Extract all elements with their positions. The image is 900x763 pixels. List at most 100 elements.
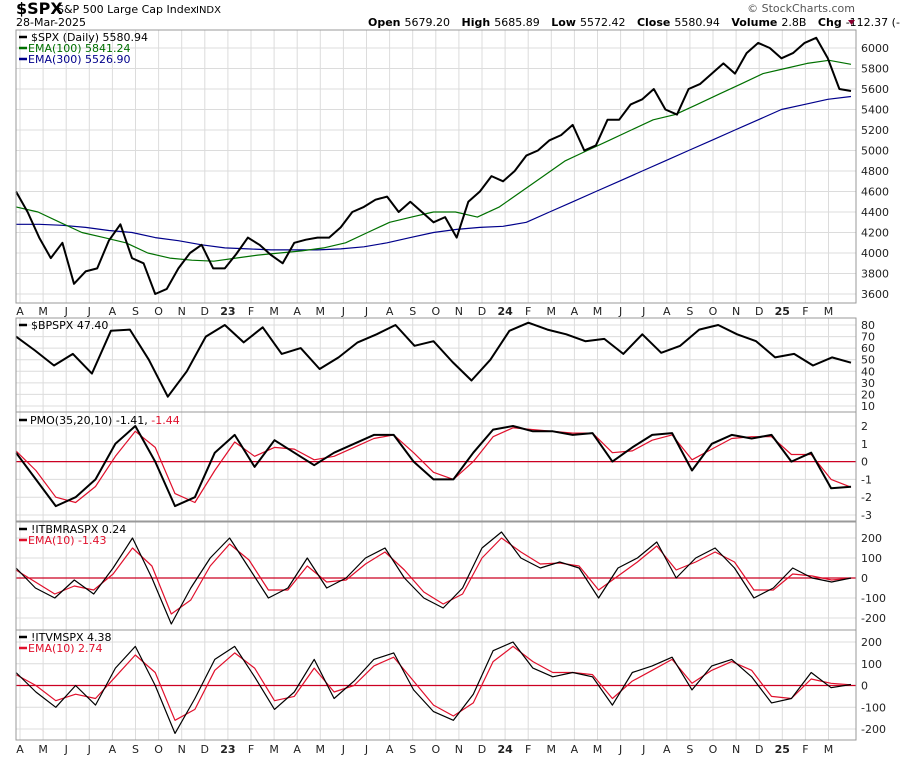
down-arrow-icon: [848, 20, 855, 25]
month-label: N: [732, 743, 740, 756]
month-label: S: [409, 743, 416, 756]
y-tick-label: 20: [861, 388, 875, 401]
month-label: O: [709, 305, 718, 318]
month-label: A: [109, 743, 117, 756]
y-tick-label: -100: [861, 592, 886, 605]
y-tick-label: 5200: [861, 124, 889, 137]
y-tick-label: 5800: [861, 63, 889, 76]
legend-entry: !ITVMSPX 4.38: [31, 631, 112, 644]
month-label: O: [431, 743, 440, 756]
month-label: J: [87, 743, 91, 756]
y-tick-label: 200: [861, 636, 882, 649]
y-tick-label: 3800: [861, 268, 889, 281]
y-tick-label: 30: [861, 377, 875, 390]
y-tick-label: 0: [861, 456, 868, 469]
month-label: O: [709, 743, 718, 756]
panel-frame: [15, 629, 857, 741]
panel-frame: [15, 29, 857, 304]
y-tick-label: 5000: [861, 145, 889, 158]
series-line-signal: [15, 427, 852, 504]
y-tick-label: -100: [861, 701, 886, 714]
month-label: J: [618, 743, 622, 756]
watermark: © StockCharts.com: [747, 2, 855, 15]
month-label: M: [38, 743, 48, 756]
month-label: M: [38, 305, 48, 318]
legend-entry: EMA(300) 5526.90: [28, 53, 131, 66]
month-label: M: [593, 305, 603, 318]
month-label: J: [64, 743, 68, 756]
month-label: 23: [220, 743, 235, 756]
month-label: S: [686, 305, 693, 318]
y-tick-label: 4000: [861, 247, 889, 260]
month-label: 24: [497, 305, 513, 318]
month-label: J: [64, 305, 68, 318]
y-tick-label: -1: [861, 473, 872, 486]
month-label: M: [269, 305, 279, 318]
month-label: M: [316, 743, 326, 756]
month-label: D: [755, 305, 763, 318]
y-tick-label: 70: [861, 331, 875, 344]
y-tick-label: 40: [861, 365, 875, 378]
month-label: J: [618, 305, 622, 318]
symbol: $SPX: [16, 0, 63, 18]
month-label: 24: [497, 743, 513, 756]
month-label: A: [386, 305, 394, 318]
month-label: 23: [220, 305, 235, 318]
series-line--bpspx: [15, 321, 852, 398]
month-label: F: [802, 305, 808, 318]
series-line-ema-300-: [16, 95, 852, 251]
month-label: O: [154, 305, 163, 318]
series-line--spx: [15, 36, 852, 295]
series-line-ema-100-: [15, 59, 852, 262]
y-tick-label: 80: [861, 319, 875, 332]
month-label: M: [269, 743, 279, 756]
month-label: J: [341, 743, 345, 756]
month-label: N: [732, 305, 740, 318]
month-label: D: [478, 305, 486, 318]
legend-entry: EMA(10) 2.74: [28, 642, 103, 655]
y-tick-label: 10: [861, 400, 875, 413]
y-tick-label: -200: [861, 612, 886, 625]
series-line-ema-10-: [15, 645, 852, 721]
exchange: INDX: [196, 5, 221, 16]
y-tick-label: -2: [861, 491, 872, 504]
chart-date: 28-Mar-2025: [16, 16, 86, 29]
month-axis-top: A M J J A S O N D 23 F M A M J J A S O N D 24 F M A M J J A S O N D 25 F M: [16, 305, 833, 318]
y-tick-label: 4200: [861, 227, 889, 240]
month-axis-bottom: A M J J A S O N D 23 F M A M J J A S O N D 24 F M A M J J A S O N D 25 F M: [16, 743, 833, 756]
month-label: J: [641, 305, 645, 318]
month-label: F: [525, 305, 531, 318]
month-label: 25: [775, 743, 790, 756]
y-tick-label: 3600: [861, 288, 889, 301]
y-tick-label: 0: [861, 680, 868, 693]
month-label: F: [248, 305, 254, 318]
y-tick-label: 5400: [861, 104, 889, 117]
month-label: D: [201, 305, 209, 318]
y-tick-label: 1: [861, 438, 868, 451]
legend-entry: $BPSPX 47.40: [31, 319, 108, 332]
month-label: F: [248, 743, 254, 756]
legend-entry: $SPX (Daily) 5580.94: [31, 31, 148, 44]
month-label: O: [431, 305, 440, 318]
month-label: F: [525, 743, 531, 756]
panel-0: 3600 3800 4000 4200 4400 4600 4800 5000 5200 5400…: [15, 29, 889, 304]
month-label: J: [641, 743, 645, 756]
month-label: A: [663, 305, 671, 318]
y-tick-label: 50: [861, 354, 875, 367]
month-label: D: [478, 743, 486, 756]
month-label: S: [409, 305, 416, 318]
month-label: J: [87, 305, 91, 318]
month-label: M: [824, 305, 834, 318]
y-tick-label: 100: [861, 658, 882, 671]
month-label: A: [386, 743, 394, 756]
month-label: J: [364, 743, 368, 756]
y-tick-label: -200: [861, 723, 886, 736]
month-label: S: [132, 305, 139, 318]
month-label: N: [455, 305, 463, 318]
month-label: N: [178, 305, 186, 318]
y-tick-label: 6000: [861, 42, 889, 55]
month-label: M: [824, 743, 834, 756]
